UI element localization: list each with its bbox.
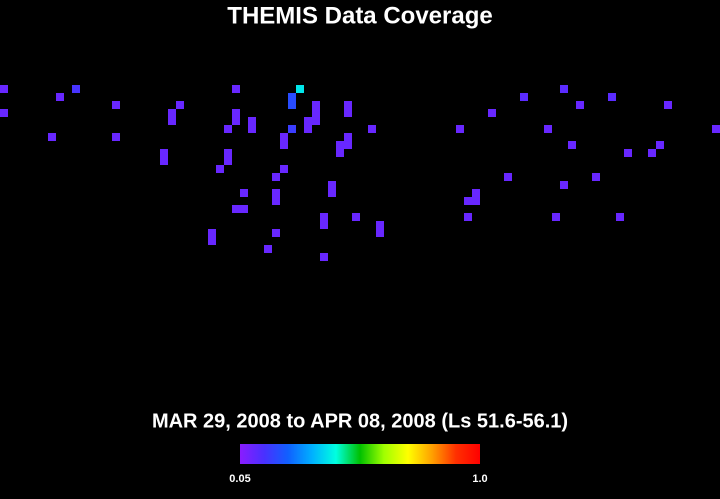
- coverage-cell: [232, 117, 240, 125]
- coverage-cell: [320, 221, 328, 229]
- coverage-cell: [456, 125, 464, 133]
- coverage-cell: [648, 149, 656, 157]
- coverage-cell: [328, 189, 336, 197]
- coverage-cell: [288, 93, 296, 101]
- coverage-cell: [288, 125, 296, 133]
- coverage-cell: [304, 117, 312, 125]
- coverage-cell: [344, 133, 352, 141]
- coverage-cell: [160, 157, 168, 165]
- coverage-cell: [312, 101, 320, 109]
- coverage-cell: [232, 109, 240, 117]
- coverage-cell: [0, 109, 8, 117]
- coverage-cell: [248, 117, 256, 125]
- coverage-cell: [208, 237, 216, 245]
- coverage-cell: [616, 213, 624, 221]
- coverage-cell: [264, 245, 272, 253]
- coverage-cell: [56, 93, 64, 101]
- colorbar-tick-label: 0.05: [229, 473, 250, 485]
- coverage-cell: [336, 141, 344, 149]
- coverage-cell: [304, 125, 312, 133]
- coverage-cell: [312, 117, 320, 125]
- coverage-cell: [560, 85, 568, 93]
- coverage-cell: [488, 109, 496, 117]
- coverage-cell: [576, 101, 584, 109]
- coverage-cell: [656, 141, 664, 149]
- chart-subtitle: MAR 29, 2008 to APR 08, 2008 (Ls 51.6-56…: [152, 410, 568, 432]
- coverage-cell: [504, 173, 512, 181]
- coverage-cell: [240, 189, 248, 197]
- coverage-cell: [592, 173, 600, 181]
- coverage-cell: [472, 197, 480, 205]
- coverage-cell: [272, 189, 280, 197]
- coverage-cell: [328, 181, 336, 189]
- coverage-cell: [176, 101, 184, 109]
- coverage-cell: [0, 85, 8, 93]
- coverage-cell: [712, 125, 720, 133]
- coverage-cell: [320, 253, 328, 261]
- coverage-cell: [464, 197, 472, 205]
- coverage-cell: [168, 109, 176, 117]
- coverage-cell: [280, 133, 288, 141]
- coverage-cell: [344, 101, 352, 109]
- coverage-cell: [344, 141, 352, 149]
- coverage-cell: [280, 165, 288, 173]
- coverage-cell: [464, 213, 472, 221]
- coverage-cell: [168, 117, 176, 125]
- colorbar: [240, 444, 480, 464]
- coverage-cell: [544, 125, 552, 133]
- coverage-cell: [72, 85, 80, 93]
- coverage-cell: [520, 93, 528, 101]
- coverage-cell: [248, 125, 256, 133]
- coverage-cell: [232, 205, 240, 213]
- coverage-cell: [312, 109, 320, 117]
- coverage-cell: [232, 85, 240, 93]
- coverage-cell: [320, 213, 328, 221]
- coverage-cell: [280, 141, 288, 149]
- coverage-cell: [336, 149, 344, 157]
- coverage-cell: [552, 213, 560, 221]
- chart-title: THEMIS Data Coverage: [227, 2, 492, 29]
- coverage-cell: [560, 181, 568, 189]
- coverage-cell: [352, 213, 360, 221]
- coverage-cell: [624, 149, 632, 157]
- coverage-cell: [272, 197, 280, 205]
- coverage-cell: [112, 133, 120, 141]
- coverage-cell: [272, 229, 280, 237]
- coverage-cell: [568, 141, 576, 149]
- coverage-cell: [216, 165, 224, 173]
- coverage-cell: [608, 93, 616, 101]
- coverage-cell: [272, 173, 280, 181]
- coverage-cell: [472, 189, 480, 197]
- coverage-cell: [376, 221, 384, 229]
- coverage-cell: [376, 229, 384, 237]
- coverage-cell: [664, 101, 672, 109]
- coverage-cell: [160, 149, 168, 157]
- coverage-cell: [240, 205, 248, 213]
- coverage-cell: [296, 85, 304, 93]
- coverage-cell: [48, 133, 56, 141]
- coverage-cell: [224, 149, 232, 157]
- colorbar-tick-label: 1.0: [472, 473, 487, 485]
- coverage-cell: [208, 229, 216, 237]
- coverage-cell: [344, 109, 352, 117]
- coverage-cell: [288, 101, 296, 109]
- coverage-cell: [224, 125, 232, 133]
- coverage-cell: [112, 101, 120, 109]
- coverage-cell: [224, 157, 232, 165]
- coverage-cell: [368, 125, 376, 133]
